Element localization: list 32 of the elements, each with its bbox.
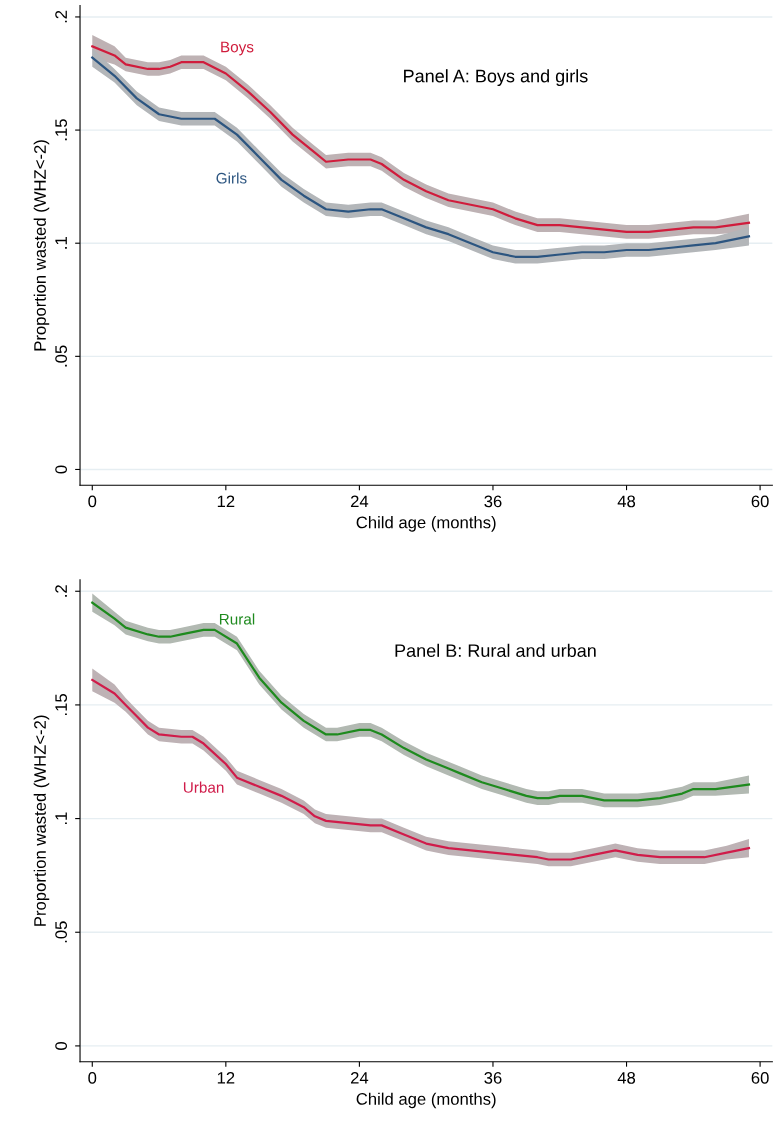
x-tick-label: 0 (88, 495, 97, 508)
y-axis-title: Proportion wasted (WHZ<-2) (33, 140, 50, 351)
x-tick-label: 48 (617, 1071, 636, 1084)
x-axis-title: Child age (months) (356, 516, 496, 532)
y-axis-title: Proportion wasted (WHZ<-2) (33, 715, 50, 926)
x-tick-label: 60 (751, 495, 769, 508)
y-tick-label: 0 (55, 1041, 68, 1050)
y-tick-label: .1 (55, 812, 67, 825)
x-tick-label: 36 (484, 495, 502, 508)
text: Panel B: Rural and urban (395, 643, 596, 658)
x-tick-label: 12 (217, 495, 235, 508)
y-tick-label: 0 (55, 465, 68, 474)
x-tick-label: 24 (350, 495, 369, 508)
x-tick-label: 60 (751, 1071, 769, 1084)
y-tick-label: .05 (55, 921, 68, 943)
series-label: Boys (221, 41, 254, 56)
series-label: Rural (219, 613, 255, 625)
series-label: Girls (216, 172, 247, 184)
series-label: Urban (183, 781, 224, 793)
y-tick-label: .2 (55, 10, 67, 23)
x-tick-label: 12 (217, 1071, 235, 1084)
x-tick-label: 0 (88, 1071, 97, 1084)
y-tick-label: .2 (55, 585, 67, 597)
y-tick-label: .15 (55, 694, 68, 715)
y-tick-label: .1 (55, 237, 67, 249)
x-tick-label: 36 (484, 1071, 502, 1084)
x-tick-label: 24 (350, 1071, 369, 1084)
y-tick-label: .15 (55, 119, 68, 141)
text: Panel A: Boys and girls (404, 69, 588, 86)
x-tick-label: 48 (617, 495, 636, 508)
x-axis-title: Child age (months) (356, 1092, 496, 1109)
y-tick-label: .05 (55, 345, 68, 367)
